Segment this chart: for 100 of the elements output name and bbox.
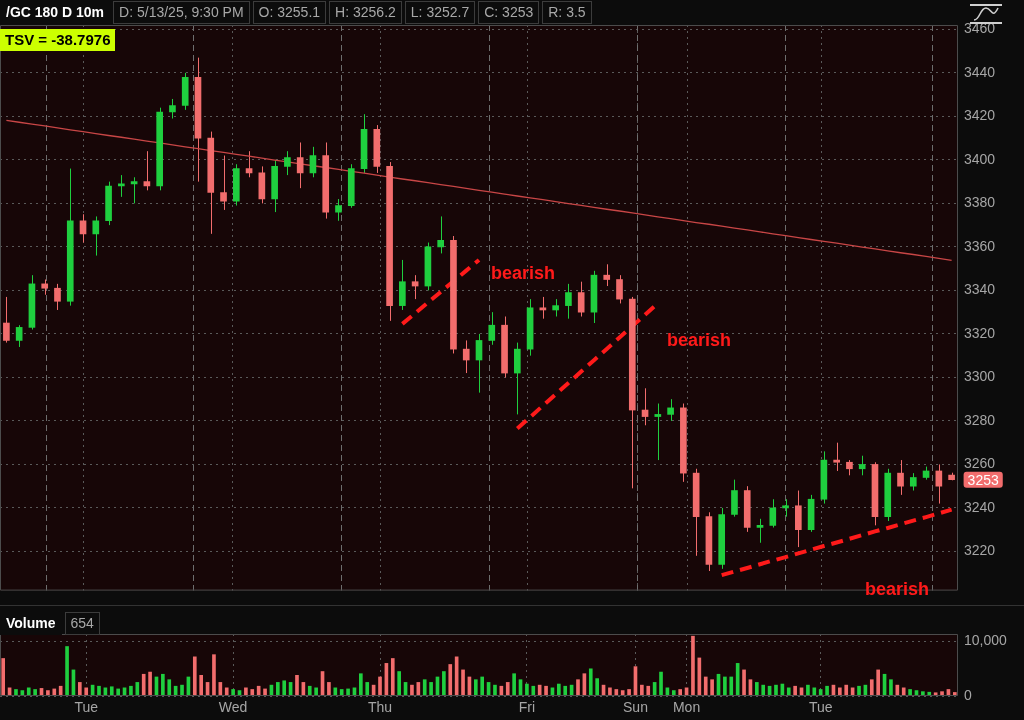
bar (889, 679, 893, 696)
bar (442, 671, 446, 696)
candlestick (143, 150, 151, 191)
bar (825, 685, 829, 696)
y-tick-label: 3400 (964, 150, 996, 167)
bar (761, 684, 766, 696)
candlestick (245, 150, 253, 178)
bar (390, 658, 395, 696)
bar (58, 685, 63, 696)
bar (97, 685, 101, 696)
bar (327, 682, 331, 696)
bar (876, 669, 880, 696)
bar (212, 654, 216, 696)
bar (129, 685, 133, 696)
bar (895, 684, 900, 696)
bar (493, 684, 497, 696)
text: D: 5/13/25, 9:30 PM (113, 1, 250, 24)
bar (1, 658, 6, 696)
y-tick-label: 3280 (964, 411, 996, 428)
text: O: 3255.1 (252, 1, 327, 24)
bar (786, 687, 791, 696)
candlestick (616, 274, 623, 304)
bar (307, 685, 312, 696)
bar (659, 671, 663, 696)
y-tick-label: 3220 (964, 542, 996, 559)
bar (595, 678, 599, 696)
candlestick (667, 398, 674, 422)
candlestick (118, 174, 125, 198)
x-tick-label: Tue (808, 699, 833, 716)
bar (461, 669, 465, 696)
candlestick (296, 141, 304, 189)
annotation: bearish (667, 330, 732, 350)
bar (275, 682, 280, 696)
text: 654 (64, 612, 100, 635)
bar (646, 685, 651, 696)
bar (576, 679, 580, 696)
bar (422, 679, 427, 696)
bar (14, 689, 18, 696)
bar (588, 668, 593, 696)
y-tick-label: 3240 (964, 498, 996, 515)
y-tick-label: 3320 (964, 324, 996, 341)
bar (901, 687, 906, 696)
bar (844, 684, 849, 696)
y-tick-label: 0 (964, 686, 972, 703)
bar (857, 685, 861, 696)
bar (263, 688, 267, 696)
bar (109, 686, 114, 696)
bar (116, 688, 120, 696)
candlestick (92, 215, 100, 257)
bar (703, 676, 708, 696)
x-tick-label: Tue (74, 699, 99, 716)
candlestick (220, 155, 227, 211)
bar (774, 684, 778, 696)
bar (282, 680, 287, 696)
bar (448, 664, 453, 696)
y-tick-label: 3260 (964, 455, 996, 472)
bar (148, 671, 152, 696)
candlestick (3, 296, 10, 344)
bar (812, 687, 817, 696)
bar (346, 688, 350, 696)
candlestick (54, 283, 61, 311)
bar (416, 682, 421, 696)
bar (410, 684, 414, 696)
candlestick (654, 403, 662, 461)
candlestick (769, 498, 777, 529)
y-tick-label: 3420 (964, 107, 996, 124)
bar (869, 679, 874, 696)
bar (754, 682, 759, 696)
candlestick (488, 311, 496, 346)
bar (480, 676, 485, 696)
line-series (719, 507, 954, 578)
bar (940, 691, 944, 696)
line-series (400, 257, 481, 326)
text: C: 3253 (478, 1, 540, 24)
annotation: bearish (865, 579, 930, 599)
bar (231, 689, 235, 696)
text: 3253 (967, 471, 999, 488)
bar (180, 684, 184, 696)
candlestick (411, 274, 419, 300)
x-tick-label: Wed (218, 699, 248, 716)
bar (818, 689, 823, 696)
candlestick (130, 176, 138, 204)
bar (710, 679, 714, 696)
text: H: 3256.2 (329, 1, 402, 24)
bar (333, 687, 338, 696)
bar (742, 669, 746, 696)
chart-title: Volume (0, 612, 62, 635)
candlestick (15, 324, 23, 348)
candlestick (603, 263, 611, 287)
bar (84, 687, 89, 696)
y-tick-label: 3440 (964, 63, 996, 80)
x-tick-label: Fri (518, 699, 536, 716)
candlestick (169, 98, 176, 120)
bar (429, 682, 433, 696)
candlestick (79, 213, 87, 244)
bar (729, 676, 734, 696)
candlestick (462, 339, 470, 374)
bar (65, 646, 69, 696)
bar (295, 675, 299, 696)
candlestick (565, 283, 572, 320)
